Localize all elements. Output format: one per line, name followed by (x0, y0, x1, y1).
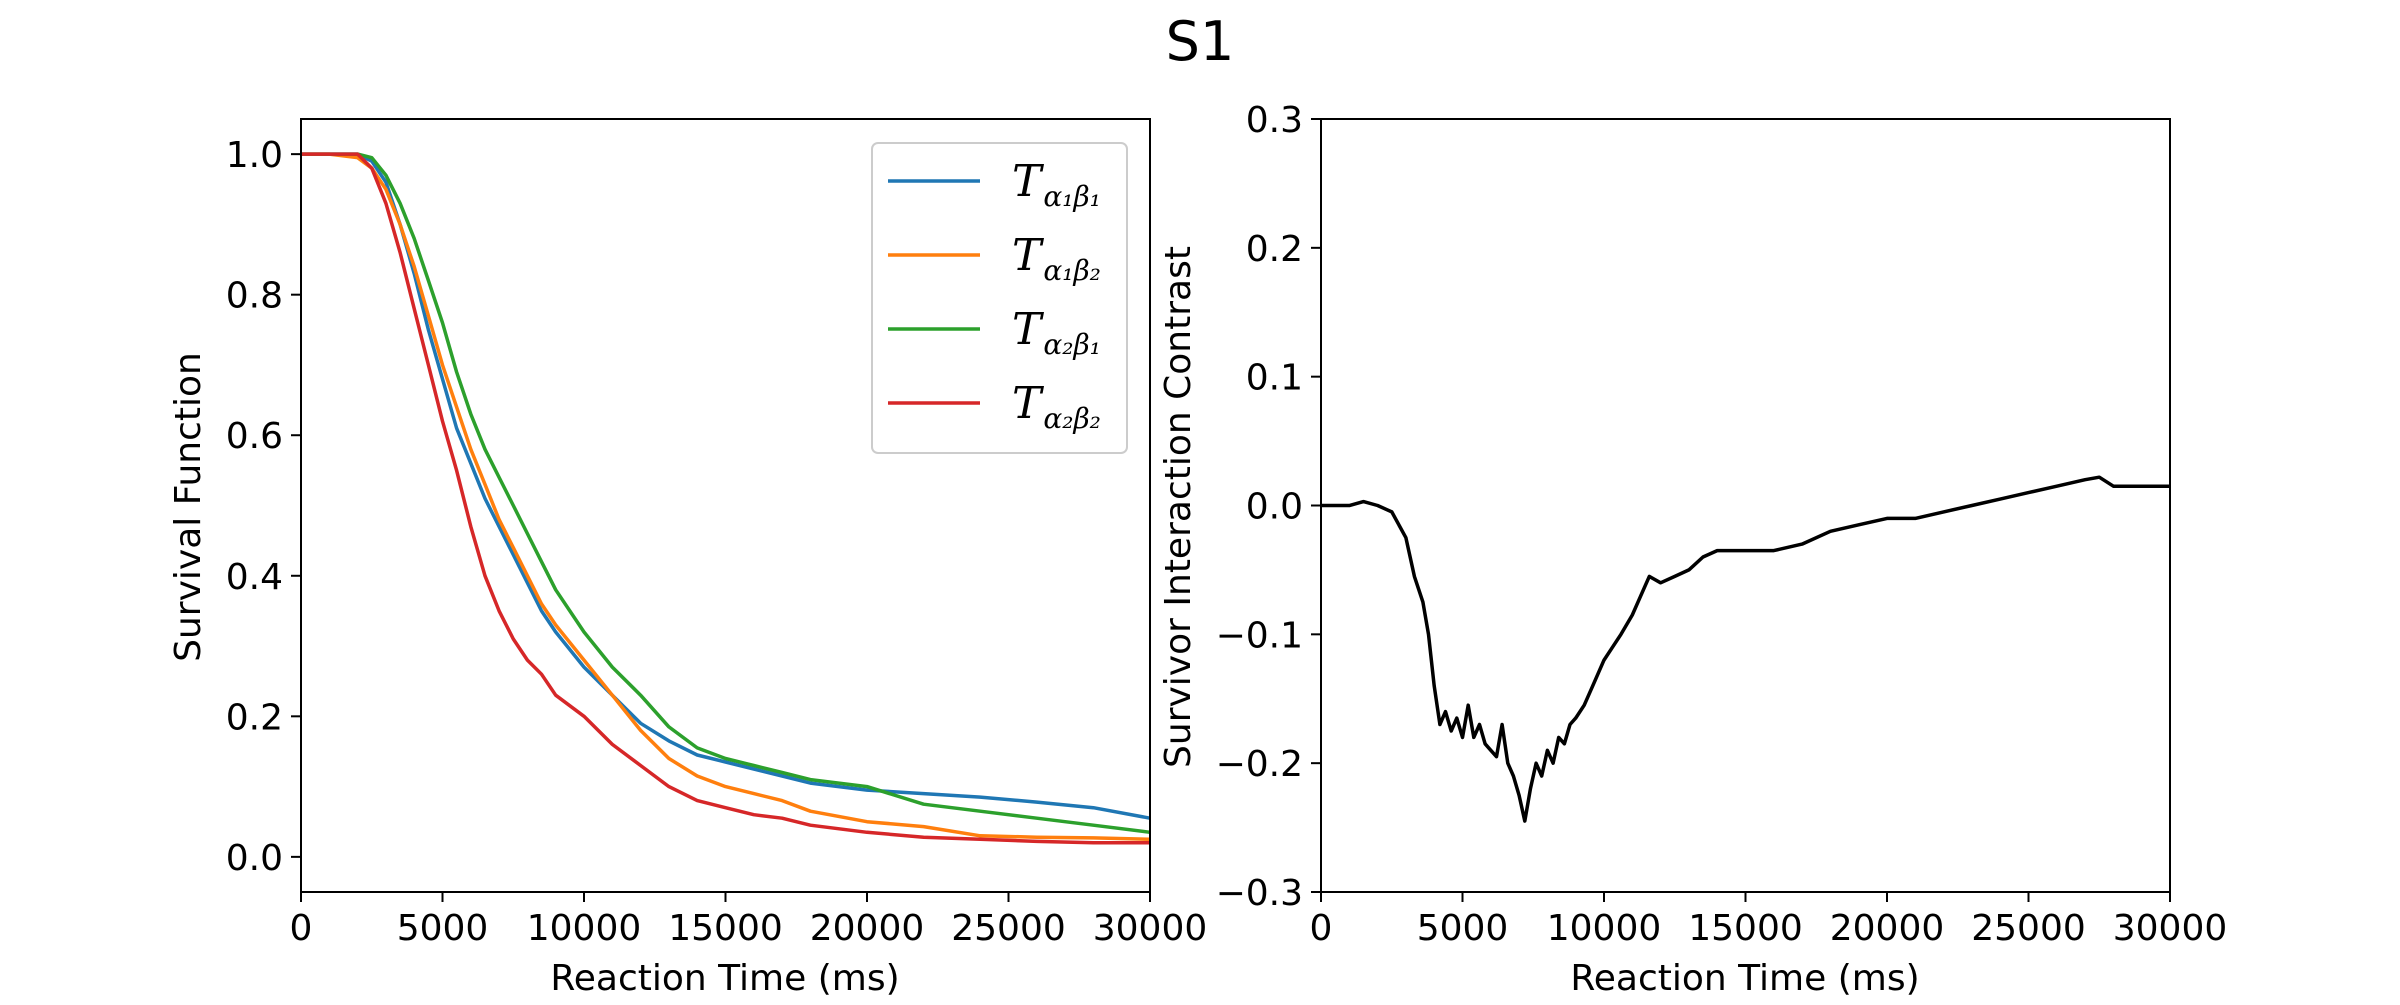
sic-x-tick-label: 15000 (1688, 908, 1803, 949)
survival-series-line-2 (301, 152, 1151, 835)
survival-plot-area: 0 5000 10000 15000 20000 25000 30000 0.0 0.2 0.4 0… (226, 118, 1208, 949)
sic-x-tick-label: 25000 (1971, 908, 2086, 949)
sic-x-tick-label: 10000 (1547, 908, 1662, 949)
survival-x-tick-label: 30000 (1093, 908, 1208, 949)
sic-y-tick-label: 0.0 (1246, 487, 1303, 528)
sic-x-tick-label: 20000 (1830, 908, 1945, 949)
sic-x-tick-label: 5000 (1417, 908, 1509, 949)
sic-x-axis-label: Reaction Time (ms) (1570, 958, 1919, 999)
legend-box (871, 142, 1128, 454)
survival-x-tick-label: 10000 (527, 908, 642, 949)
sic-y-axis-label: Survivor Interaction Contrast (1158, 246, 1199, 768)
survival-y-tick-label: 1.0 (226, 135, 283, 176)
sic-series-line-0 (1321, 475, 2170, 823)
survival-y-tick-label: 0.8 (226, 276, 283, 317)
survival-function-chart: 0 5000 10000 15000 20000 25000 30000 0.0 0.2 0.4 0… (168, 118, 1208, 999)
survival-x-tick-label: 20000 (810, 908, 925, 949)
survival-series-line-1 (301, 152, 1151, 842)
sic-y-tick-label: 0.1 (1246, 358, 1303, 399)
survival-x-tick-label: 15000 (668, 908, 783, 949)
survival-y-tick-label: 0.6 (226, 416, 283, 457)
survival-x-axis-label: Reaction Time (ms) (550, 958, 899, 999)
legend-label-subscript: α₁β₁ (1043, 180, 1101, 213)
survival-x-tick-label: 25000 (951, 908, 1066, 949)
survival-y-tick-label: 0.2 (226, 697, 283, 738)
legend-label-subscript: α₁β₂ (1043, 254, 1101, 287)
sic-y-tick-label: −0.3 (1216, 873, 1303, 914)
survival-y-axis-label: Survival Function (168, 352, 209, 662)
survival-series-line-3 (301, 152, 1150, 845)
sic-y-tick-label: 0.3 (1246, 100, 1303, 141)
sic-y-tick-label: −0.2 (1216, 744, 1303, 785)
sic-y-tick-label: −0.1 (1216, 615, 1303, 656)
sic-chart: 0 5000 10000 15000 20000 25000 30000 −0.3 −0.2 −0… (1158, 100, 2227, 999)
survival-y-tick-label: 0.4 (226, 557, 283, 598)
sic-x-tick-label: 30000 (2113, 908, 2228, 949)
sic-plot-area: 0 5000 10000 15000 20000 25000 30000 −0.3 −0.2 −0… (1216, 100, 2228, 949)
sic-x-tick-label: 0 (1310, 908, 1333, 949)
sic-y-tick-label: 0.2 (1246, 229, 1303, 270)
survival-y-tick-label: 0.0 (226, 838, 283, 879)
legend-label-subscript: α₂β₁ (1043, 328, 1101, 361)
survival-x-tick-label: 0 (290, 908, 313, 949)
legend-label-subscript: α₂β₂ (1043, 402, 1101, 435)
survival-x-tick-label: 5000 (397, 908, 489, 949)
figure-title: S1 (1166, 10, 1235, 73)
